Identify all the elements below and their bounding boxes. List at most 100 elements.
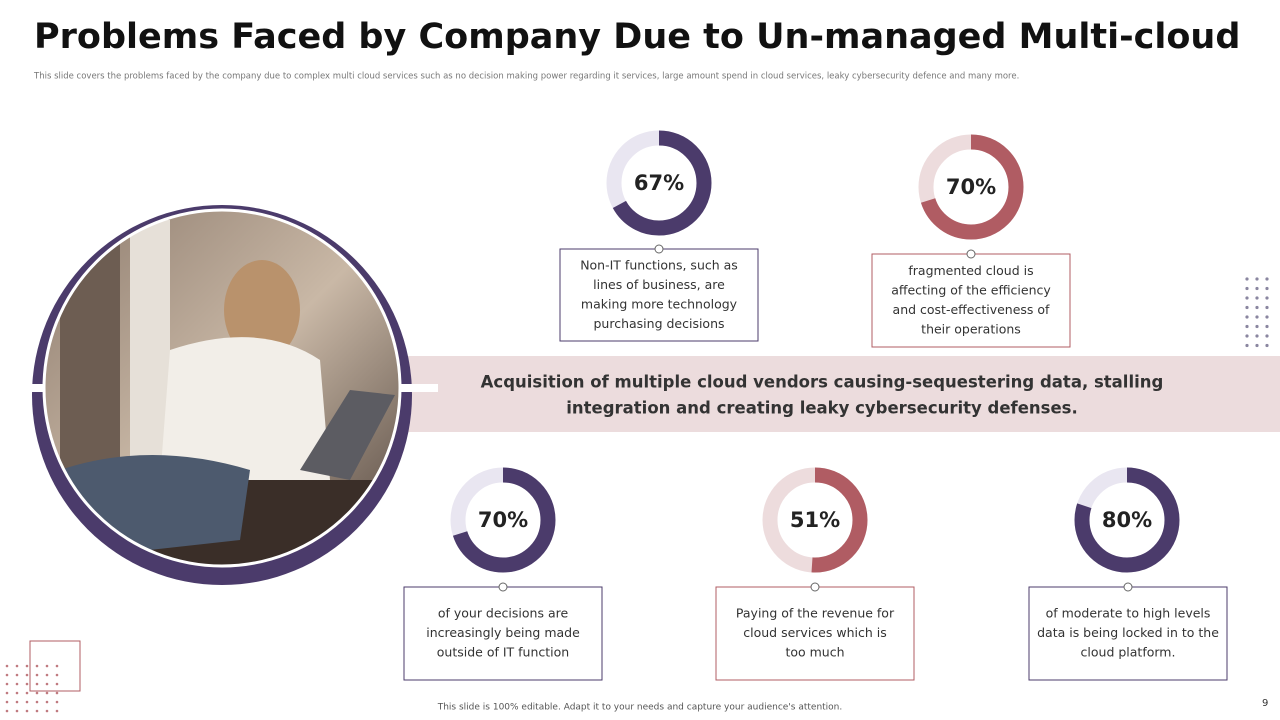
dot — [35, 700, 39, 704]
dot — [1245, 296, 1249, 300]
dot — [1265, 334, 1269, 338]
dot — [55, 709, 59, 713]
box-text: affecting of the efficiency — [891, 282, 1051, 297]
text-box — [1028, 586, 1228, 681]
dot — [25, 709, 29, 713]
dot — [1245, 343, 1249, 348]
connector — [498, 582, 508, 592]
donut-arc — [450, 467, 556, 573]
dot — [25, 664, 29, 668]
dot — [1245, 334, 1249, 338]
box-text: their operations — [921, 321, 1021, 336]
donut-label: 67% — [634, 171, 684, 195]
dot — [1255, 277, 1259, 281]
text-box — [715, 586, 915, 681]
box-text: Paying of the revenue for — [736, 606, 895, 621]
box-text: lines of business, are — [593, 277, 725, 292]
dot — [1265, 324, 1269, 329]
banner-text: Acquisition of multiple cloud vendors ca… — [481, 373, 1164, 392]
donut-arc — [606, 130, 712, 236]
connector — [810, 582, 820, 592]
box-text: cloud services which is — [743, 625, 886, 640]
subtitle: This slide covers the problems faced by … — [33, 72, 1019, 82]
dot — [45, 700, 49, 704]
donut-label: 80% — [1102, 508, 1152, 532]
box-text: increasingly being made — [426, 625, 580, 640]
dot — [45, 682, 49, 686]
box-text: of moderate to high levels — [1046, 606, 1211, 621]
banner — [400, 356, 1280, 432]
dot — [45, 709, 49, 713]
donut-label: 51% — [790, 508, 840, 532]
dot — [15, 664, 19, 668]
dot — [25, 682, 29, 686]
box-text: purchasing decisions — [593, 316, 724, 331]
box-text: data is being locked in to the — [1037, 625, 1219, 640]
box-text: and cost-effectiveness of — [893, 302, 1051, 317]
dot — [1265, 315, 1269, 319]
dot — [1255, 296, 1259, 300]
dot — [1255, 324, 1259, 329]
donut-arc — [918, 134, 1024, 240]
dot — [45, 664, 49, 668]
box-text: outside of IT function — [437, 645, 569, 660]
dot — [1245, 315, 1249, 319]
dot — [5, 673, 9, 677]
donut-label: 70% — [478, 508, 528, 532]
dot — [35, 673, 39, 677]
text-box — [871, 253, 1071, 348]
dot — [25, 673, 29, 677]
dot — [5, 664, 9, 668]
dot — [15, 682, 19, 686]
dot — [25, 691, 29, 695]
dot — [5, 682, 9, 686]
title: Problems Faced by Company Due to Un-mana… — [34, 17, 1240, 57]
dot — [1245, 324, 1249, 329]
dot — [5, 709, 9, 713]
dot — [35, 709, 39, 713]
dot — [35, 664, 39, 668]
box-text: of your decisions are — [438, 606, 569, 621]
page-number: 9 — [1262, 698, 1268, 709]
dot — [1255, 343, 1259, 348]
photo-border — [42, 208, 402, 568]
box-text: cloud platform. — [1081, 645, 1176, 660]
dot — [35, 682, 39, 686]
dot — [15, 709, 19, 713]
dot — [1265, 296, 1269, 300]
box-text: fragmented cloud is — [908, 263, 1033, 278]
dot — [55, 691, 59, 695]
dot — [1265, 305, 1269, 310]
box-text: making more technology — [581, 296, 738, 311]
dot — [45, 691, 49, 695]
dot — [1255, 315, 1259, 319]
dot — [15, 691, 19, 695]
box-text: Non-IT functions, such as — [580, 257, 738, 272]
dot — [5, 700, 9, 704]
dot — [35, 691, 39, 695]
dot — [1265, 277, 1269, 281]
dot — [1255, 305, 1259, 310]
banner-text: integration and creating leaky cybersecu… — [566, 399, 1078, 418]
dots-decor — [5, 277, 1269, 713]
dot — [15, 673, 19, 677]
dot — [55, 664, 59, 668]
dot — [15, 700, 19, 704]
connector — [654, 244, 664, 254]
dot — [45, 673, 49, 677]
connector — [966, 249, 976, 259]
dot — [1245, 305, 1249, 310]
dot — [55, 682, 59, 686]
dot — [1255, 286, 1259, 291]
donut-arc — [762, 467, 868, 573]
dot — [1245, 277, 1249, 281]
dot — [1255, 334, 1259, 338]
dot — [1265, 286, 1269, 291]
box-text: too much — [785, 645, 844, 660]
dot — [55, 700, 59, 704]
square-decor — [29, 640, 81, 692]
dot — [1265, 343, 1269, 348]
dot — [5, 691, 9, 695]
